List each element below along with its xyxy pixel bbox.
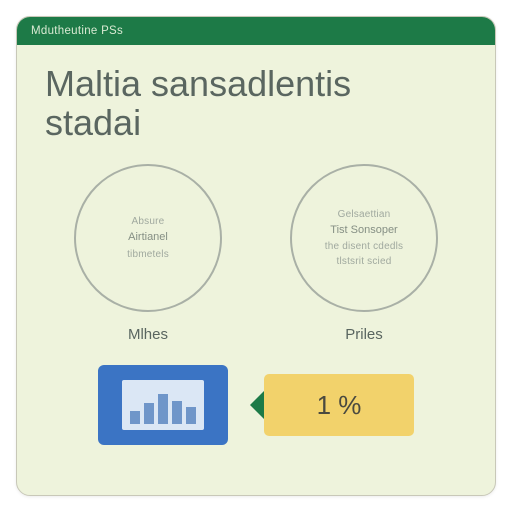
app-window: Mdutheutine PSs Maltia sansadlentis stad… [16,16,496,496]
column-label-left: Mlhes [128,326,168,343]
circle-left-detail1: tibmetels [127,249,169,260]
circle-column-left: Absure Airtianel tibmetels Mlhes [58,164,238,343]
percent-tag[interactable]: 1 % [264,374,414,436]
info-circle-left[interactable]: Absure Airtianel tibmetels [74,164,222,312]
bar-chart-icon [122,380,204,430]
circle-right-detail1: the disent cdedls [325,241,403,252]
percent-value: 1 % [317,390,362,421]
circle-left-subtitle: Absure [132,216,165,227]
titlebar: Mdutheutine PSs [17,17,495,45]
circle-column-right: Gelsaettian Tist Sonsoper the disent cde… [274,164,454,343]
circle-right-title: Tist Sonsoper [330,224,397,238]
titlebar-text: Mdutheutine PSs [31,25,123,37]
page-title: Maltia sansadlentis stadai [45,65,467,142]
chart-card[interactable] [98,365,228,445]
heading-line2: stadai [45,102,141,143]
circle-row: Absure Airtianel tibmetels Mlhes Gelsaet… [45,164,467,343]
info-circle-right[interactable]: Gelsaettian Tist Sonsoper the disent cde… [290,164,438,312]
cards-row: 1 % [45,365,467,445]
circle-left-title: Airtianel [128,231,168,245]
circle-right-detail2: tlstsrit scied [336,256,391,267]
heading-line1: Maltia sansadlentis [45,63,351,104]
circle-right-subtitle: Gelsaettian [338,209,391,220]
content-area: Maltia sansadlentis stadai Absure Airtia… [17,45,495,469]
column-label-right: Priles [345,326,383,343]
